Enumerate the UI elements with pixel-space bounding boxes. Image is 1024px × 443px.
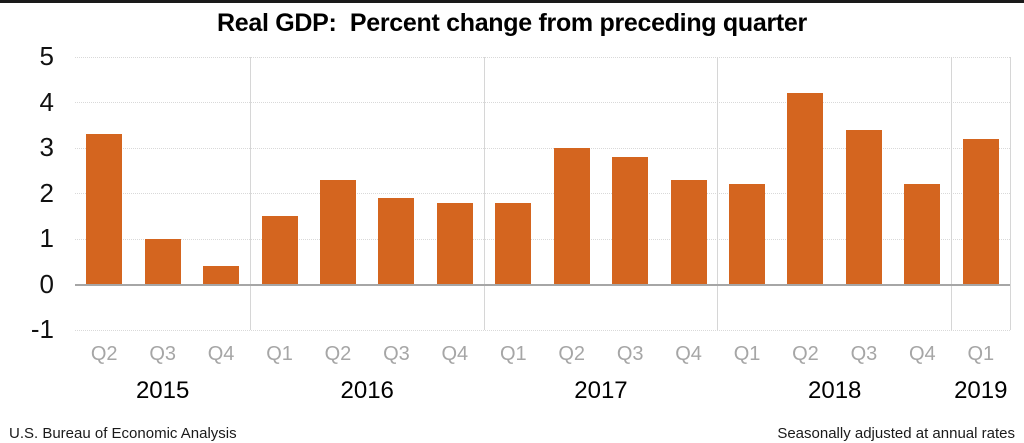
gridline [75,102,1010,103]
bar-q3-9 [612,157,649,285]
year-label: 2018 [807,377,862,404]
quarter-tick-label: Q4 [441,343,469,365]
bar-q2-8 [553,148,590,285]
year-separator-line [717,57,719,330]
quarter-tick-label: Q3 [149,343,176,365]
year-label: 2019 [954,377,1008,404]
y-tick-label: 1 [39,222,54,253]
x-axis-quarter-labels: Q2 Q3 Q4 Q1 Q2 Q3 Q4 Q1 Q2 Q3 Q4 Q1 Q2 Q3 Q4 Q1 [75,343,1010,367]
bar-q1-7 [495,202,532,285]
gridline [75,238,1010,240]
quarter-tick-label: Q2 [558,343,586,365]
gridline [75,147,1010,149]
chart-title: Real GDP: Percent change from preceding … [217,9,807,37]
quarter-tick-label: Q1 [967,343,995,365]
year-separator-line [951,57,953,330]
quarter-tick-label: Q2 [792,343,819,365]
year-separator-line [249,57,251,330]
year-separator-line [1009,57,1011,330]
quarter-tick-label: Q1 [733,343,761,365]
year-label: 2016 [340,377,394,404]
gridline [75,329,1010,331]
plot-area [75,56,1011,331]
y-tick-label: 2 [39,177,54,208]
y-tick-label: -1 [30,313,54,344]
source-note-left: U.S. Bureau of Economic Analysis [9,425,237,442]
bar-q3-13 [845,129,882,285]
quarter-tick-label: Q2 [90,343,118,365]
bar-q1-15 [962,138,999,285]
y-tick-label: 4 [39,86,54,117]
top-border-line [0,0,1024,3]
bar-q4-2 [203,266,240,285]
quarter-tick-label: Q3 [850,343,878,365]
y-tick-label: 5 [39,40,54,71]
bar-q2-0 [86,134,123,285]
x-axis-year-labels: 2015 2016 2017 2018 2019 [75,377,1010,405]
quarter-tick-label: Q4 [675,343,702,365]
quarter-tick-label: Q3 [616,343,644,365]
bar-q4-14 [904,184,941,285]
y-tick-label: 3 [39,131,54,162]
quarter-tick-label: Q1 [266,343,293,365]
quarter-tick-label: Q2 [324,343,352,365]
quarter-tick-label: Q4 [207,343,235,365]
gridline [75,193,1010,194]
bar-q4-10 [670,179,707,285]
x-axis-zero-line [75,283,1010,286]
bar-q1-3 [261,216,298,285]
quarter-tick-label: Q1 [499,343,527,365]
y-axis: 5 4 3 2 1 0 -1 [0,41,54,344]
bar-q3-5 [378,198,415,285]
bar-q2-4 [319,179,356,285]
bar-q3-1 [144,239,181,285]
bar-q1-11 [729,184,766,285]
gridline [75,56,1010,58]
bar-q2-12 [787,93,824,285]
bar-q4-6 [436,202,473,285]
y-tick-label: 0 [39,268,54,299]
year-separator-line [483,57,485,330]
quarter-tick-label: Q4 [909,343,936,365]
year-label: 2017 [574,377,628,404]
year-label: 2015 [135,377,190,404]
quarter-tick-label: Q3 [383,343,410,365]
source-note-right: Seasonally adjusted at annual rates [777,425,1015,442]
